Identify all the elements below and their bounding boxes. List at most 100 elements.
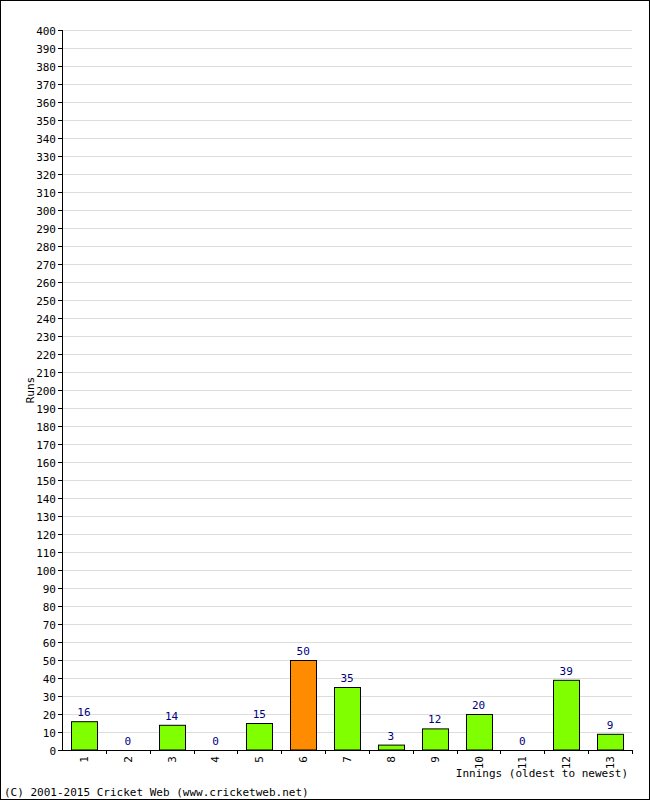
y-tick — [58, 696, 62, 697]
bar — [598, 734, 624, 750]
grid-line — [62, 282, 632, 283]
y-tick-label: 360 — [36, 97, 56, 110]
y-tick — [58, 66, 62, 67]
y-tick — [58, 480, 62, 481]
y-tick — [58, 516, 62, 517]
y-tick — [58, 426, 62, 427]
y-tick — [58, 84, 62, 85]
x-tick-label: 2 — [122, 756, 135, 763]
y-tick-label: 70 — [43, 619, 56, 632]
y-tick-label: 40 — [43, 673, 56, 686]
grid-line — [62, 570, 632, 571]
y-tick-label: 80 — [43, 601, 56, 614]
y-tick — [58, 138, 62, 139]
grid-line — [62, 480, 632, 481]
y-tick-label: 390 — [36, 43, 56, 56]
credit: (C) 2001-2015 Cricket Web (www.cricketwe… — [4, 786, 309, 799]
y-tick — [58, 102, 62, 103]
x-tick — [413, 750, 414, 754]
x-tick-label: 7 — [341, 756, 354, 763]
y-tick-label: 50 — [43, 655, 56, 668]
y-tick — [58, 462, 62, 463]
y-tick — [58, 174, 62, 175]
y-tick-label: 150 — [36, 475, 56, 488]
grid-line — [62, 300, 632, 301]
y-tick — [58, 372, 62, 373]
x-axis — [62, 750, 632, 751]
y-tick-label: 170 — [36, 439, 56, 452]
y-tick — [58, 210, 62, 211]
y-tick — [58, 282, 62, 283]
y-tick — [58, 408, 62, 409]
y-tick-label: 180 — [36, 421, 56, 434]
bar — [379, 745, 405, 750]
y-axis — [62, 30, 63, 750]
grid-line — [62, 192, 632, 193]
grid-line — [62, 462, 632, 463]
y-tick-label: 270 — [36, 259, 56, 272]
grid-line — [62, 642, 632, 643]
grid-line — [62, 354, 632, 355]
grid-line — [62, 48, 632, 49]
x-tick — [106, 750, 107, 754]
y-tick-label: 10 — [43, 727, 56, 740]
bar — [247, 724, 273, 751]
grid-line — [62, 156, 632, 157]
y-tick-label: 60 — [43, 637, 56, 650]
grid-line — [62, 624, 632, 625]
y-tick-label: 190 — [36, 403, 56, 416]
y-tick-label: 380 — [36, 61, 56, 74]
x-tick — [194, 750, 195, 754]
y-tick — [58, 750, 62, 751]
chart: 0102030405060708090100110120130140150160… — [0, 0, 650, 800]
grid-line — [62, 426, 632, 427]
y-tick — [58, 264, 62, 265]
y-tick-label: 100 — [36, 565, 56, 578]
grid-line — [62, 408, 632, 409]
grid-line — [62, 30, 632, 31]
y-tick — [58, 390, 62, 391]
y-tick-label: 400 — [36, 25, 56, 38]
grid-line — [62, 750, 632, 751]
x-tick — [544, 750, 545, 754]
bar — [423, 729, 449, 750]
y-tick-label: 280 — [36, 241, 56, 254]
grid-line — [62, 606, 632, 607]
grid-line — [62, 390, 632, 391]
grid-line — [62, 210, 632, 211]
y-tick-label: 90 — [43, 583, 56, 596]
x-tick-label: 5 — [253, 756, 266, 763]
y-tick — [58, 318, 62, 319]
bar — [335, 688, 361, 751]
x-axis-label: Innings (oldest to newest) — [456, 767, 628, 780]
y-tick-label: 120 — [36, 529, 56, 542]
y-tick-label: 330 — [36, 151, 56, 164]
data-label: 0 — [124, 735, 131, 748]
y-tick-label: 290 — [36, 223, 56, 236]
x-tick — [457, 750, 458, 754]
y-tick — [58, 678, 62, 679]
y-tick — [58, 246, 62, 247]
data-label: 0 — [212, 735, 219, 748]
data-label: 16 — [77, 706, 90, 719]
data-label: 39 — [560, 665, 573, 678]
y-tick — [58, 570, 62, 571]
grid-line — [62, 246, 632, 247]
y-tick-label: 160 — [36, 457, 56, 470]
y-tick — [58, 714, 62, 715]
y-tick — [58, 354, 62, 355]
y-tick — [58, 336, 62, 337]
y-tick — [58, 228, 62, 229]
data-label: 12 — [428, 713, 441, 726]
grid-line — [62, 228, 632, 229]
x-tick-label: 1 — [78, 756, 91, 763]
bars — [72, 661, 624, 751]
grid-line — [62, 588, 632, 589]
grid-line — [62, 318, 632, 319]
y-tick-label: 210 — [36, 367, 56, 380]
y-tick-label: 130 — [36, 511, 56, 524]
y-axis-label: Runs — [24, 377, 37, 404]
y-tick — [58, 552, 62, 553]
x-tick — [369, 750, 370, 754]
y-tick — [58, 300, 62, 301]
